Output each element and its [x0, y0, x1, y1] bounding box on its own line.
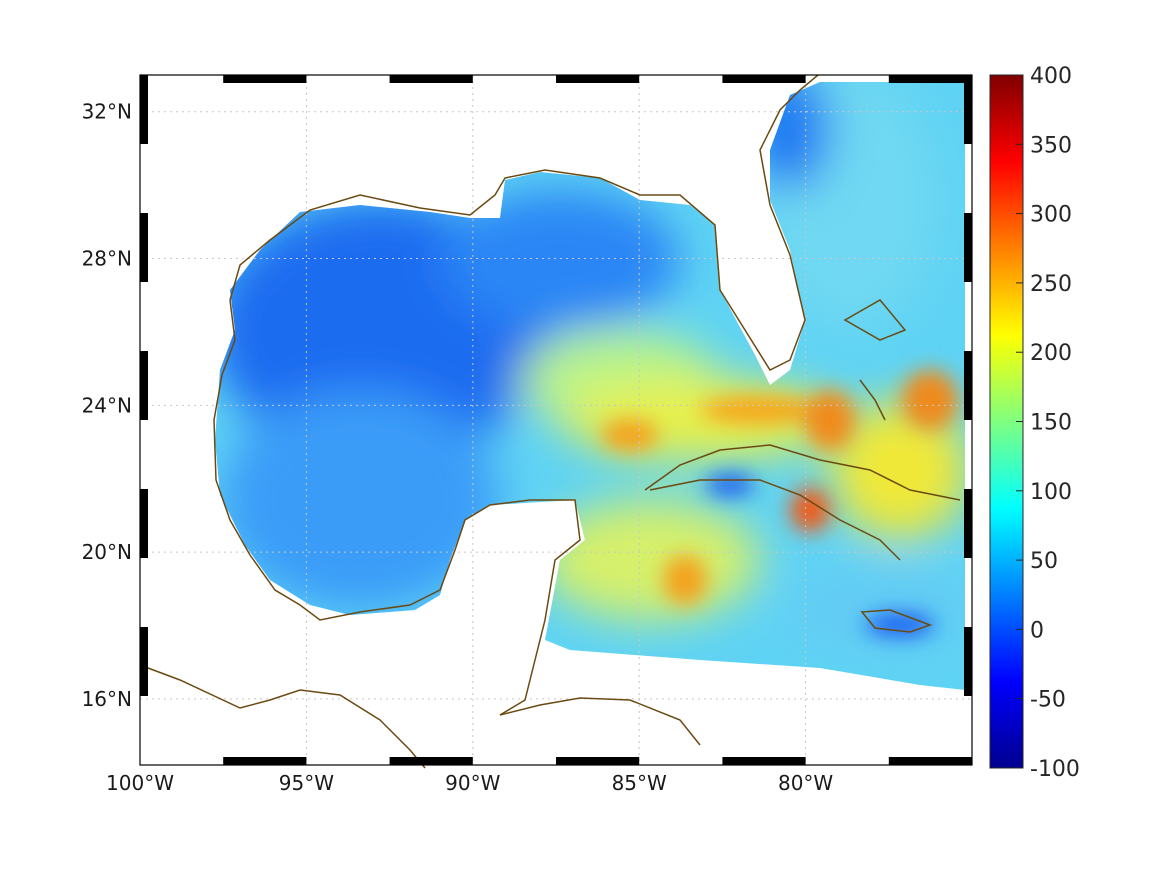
- frame-seg-left-2: [140, 213, 148, 282]
- frame-seg-right-8: [964, 627, 972, 696]
- colorbar-tick-label: -50: [1030, 688, 1066, 713]
- frame-seg-bottom-3: [389, 757, 473, 765]
- frame-seg-top-7: [722, 75, 806, 83]
- lon-tick-label: 80°W: [778, 771, 833, 795]
- frame-seg-bottom-5: [556, 757, 640, 765]
- lat-tick-label: 28°N: [82, 247, 132, 271]
- frame-seg-left-4: [140, 351, 148, 420]
- lon-tick-label: 85°W: [612, 771, 667, 795]
- frame-seg-top-1: [223, 75, 307, 83]
- colorbar-tick-label: 50: [1030, 549, 1058, 574]
- longitude-tick-labels: 100°W 95°W 90°W 85°W 80°W: [106, 771, 833, 795]
- coastlines: [139, 74, 961, 769]
- colorbar-tick-label: 0: [1030, 618, 1044, 643]
- frame-seg-top-3: [389, 75, 473, 83]
- frame-seg-right-2: [964, 213, 972, 282]
- colorbar-tick-labels: 400 350 300 250 200 150 100 50 0 -50 -100: [1016, 64, 1080, 782]
- colorbar-tick-label: 300: [1030, 203, 1072, 228]
- lat-tick-label: 24°N: [82, 393, 132, 417]
- frame-seg-left-8: [140, 627, 148, 696]
- frame-seg-left-6: [140, 489, 148, 558]
- map-frame: [139, 74, 973, 766]
- lon-tick-label: 100°W: [106, 771, 174, 795]
- lat-tick-label: 16°N: [82, 687, 132, 711]
- colorbar-tick-label: 350: [1030, 133, 1072, 158]
- lat-tick-label: 20°N: [82, 540, 132, 564]
- frame-seg-bottom-7: [722, 757, 806, 765]
- colorbar-tick-label: 100: [1030, 480, 1072, 505]
- frame-seg-left-0: [140, 75, 148, 144]
- latitude-tick-labels: 16°N 20°N 24°N 28°N 32°N: [82, 100, 132, 711]
- frame-seg-bottom-1: [223, 757, 307, 765]
- lon-tick-label: 90°W: [445, 771, 500, 795]
- colorbar-tick-label: 200: [1030, 341, 1072, 366]
- colorbar-tick-label: -100: [1030, 757, 1080, 782]
- colorbar-tick-label: 150: [1030, 411, 1072, 436]
- frame-seg-right-6: [964, 489, 972, 558]
- data-field: [215, 82, 965, 690]
- frame-seg-top-9: [888, 75, 972, 83]
- frame-seg-top-5: [556, 75, 640, 83]
- colorbar-tick-label: 250: [1030, 272, 1072, 297]
- frame-seg-right-4: [964, 351, 972, 420]
- lon-tick-label: 95°W: [279, 771, 334, 795]
- frame-seg-bottom-9: [888, 757, 972, 765]
- frame-seg-right-0: [964, 75, 972, 144]
- colorbar-tick-label: 400: [1030, 64, 1072, 89]
- lat-tick-label: 32°N: [82, 100, 132, 124]
